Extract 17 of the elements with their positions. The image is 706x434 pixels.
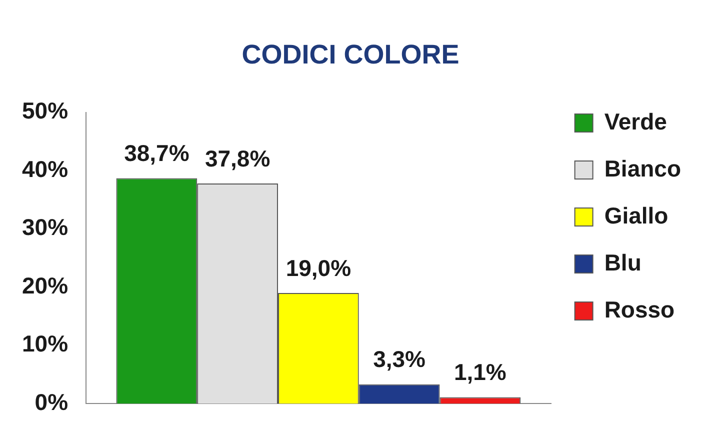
y-tick-label: 50% [22, 98, 68, 124]
data-label: 19,0% [286, 254, 352, 281]
y-tick-label: 0% [34, 388, 68, 415]
y-tick-label: 30% [22, 214, 68, 240]
data-label: 1,1% [454, 359, 506, 386]
legend-label: Rosso [604, 296, 675, 322]
chart-title: CODICI COLORE [242, 40, 460, 70]
legend-label: Giallo [604, 202, 668, 228]
y-tick-label: 40% [22, 156, 68, 182]
y-tick-label: 10% [22, 330, 68, 357]
data-label: 38,7% [124, 140, 190, 166]
legend-label: Blu [604, 249, 642, 276]
legend-label: Bianco [604, 155, 682, 182]
y-tick-label: 20% [22, 272, 68, 298]
data-label: 37,8% [204, 145, 270, 172]
legend-label: Verde [604, 108, 667, 134]
data-label: 3,3% [373, 346, 426, 372]
